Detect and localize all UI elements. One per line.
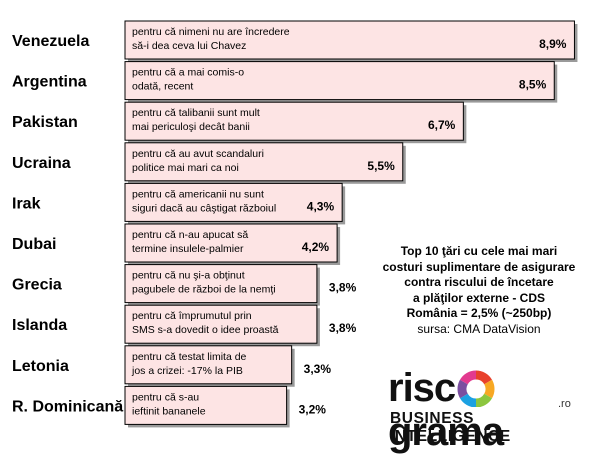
riscograma-logo: riscgrama .ro BUSINESS INTELLIGENCE xyxy=(388,366,588,454)
category-label: Irak xyxy=(12,195,41,212)
category-label: Pakistan xyxy=(12,114,78,131)
info-line-5: România = 2,5% (~250bp) xyxy=(406,306,552,320)
logo-ring-segment xyxy=(460,370,477,385)
value-label: 8,5% xyxy=(519,78,547,92)
bar-annotation-line: pentru că împrumutul prin xyxy=(132,310,252,322)
bar-annotation-line: termine insulele-palmier xyxy=(132,243,244,255)
value-label: 4,3% xyxy=(307,199,335,213)
bar xyxy=(124,182,343,222)
bar-annotation-line: pentru că nu şi-a obţinut xyxy=(132,270,245,282)
category-label: Dubai xyxy=(12,236,56,253)
category-label: Grecia xyxy=(12,277,62,294)
bar-annotation-line: odată, recent xyxy=(132,81,193,93)
category-label: Argentina xyxy=(12,74,87,91)
category-label: Venezuela xyxy=(12,33,89,50)
value-label: 3,8% xyxy=(329,321,357,335)
bar-annotation-line: pentru că s-au xyxy=(132,391,199,403)
logo-word-part-1: risc xyxy=(388,366,456,410)
bar-annotation-line: pentru că nimeni nu are încredere xyxy=(132,26,290,38)
logo-ring-segment xyxy=(457,379,469,399)
info-line-1: Top 10 ţări cu cele mai mari xyxy=(400,244,558,258)
bar xyxy=(124,345,293,385)
bar-annotation-line: pentru că a mai comis-o xyxy=(132,67,244,79)
value-label: 3,2% xyxy=(299,402,327,416)
info-line-3: contra riscului de încetare xyxy=(404,275,554,289)
bar xyxy=(124,20,575,60)
bar-annotation-line: pentru că talibanii sunt mult xyxy=(132,107,260,119)
bar-annotation-line: pentru că n-au apucat să xyxy=(132,229,248,241)
logo-wordmark: riscgrama xyxy=(388,366,588,454)
category-label: Islanda xyxy=(12,317,67,334)
bar-annotation-line: să-i dea ceva lui Chavez xyxy=(132,40,246,52)
logo-domain-suffix: .ro xyxy=(558,398,571,410)
category-label: R. Dominicană xyxy=(12,398,123,415)
bar-annotation-line: pentru că au avut scandaluri xyxy=(132,148,264,160)
value-label: 3,8% xyxy=(329,281,357,295)
bar-annotation-line: pentru că americanii nu sunt xyxy=(132,188,264,200)
bar-annotation-line: siguri dacă au câştigat războiul xyxy=(132,202,276,214)
bar-annotation-line: pagubele de război de la nemţi xyxy=(132,284,276,296)
bar xyxy=(124,385,288,425)
bar xyxy=(124,142,404,182)
info-line-2: costuri suplimentare de asigurare xyxy=(382,259,576,274)
logo-word-part-2: grama xyxy=(388,410,504,454)
logo-ring-segment xyxy=(460,393,477,408)
logo-ring-segment xyxy=(484,379,495,399)
logo-ring-segment xyxy=(475,393,493,408)
bar xyxy=(124,101,464,141)
category-label: Letonia xyxy=(12,358,69,375)
chart-info-box: Top 10 ţări cu cele mai mari costuri sup… xyxy=(376,244,582,337)
category-label: Ucraina xyxy=(12,155,71,172)
value-label: 4,2% xyxy=(302,240,330,254)
logo-ring-segment xyxy=(475,370,493,385)
bar-annotation-line: ieftinit bananele xyxy=(132,405,206,417)
bar xyxy=(124,61,555,101)
bar-annotation-line: jos a crizei: -17% la PIB xyxy=(131,365,243,377)
bar-annotation-line: politice mai mari ca noi xyxy=(132,162,239,174)
bar-annotation-line: mai periculoşi decât banii xyxy=(132,121,250,133)
value-label: 3,3% xyxy=(304,362,332,376)
bar-annotation-line: pentru că testat limita de xyxy=(132,351,247,363)
bar xyxy=(124,304,318,344)
logo-tagline: BUSINESS INTELLIGENCE xyxy=(390,410,511,445)
logo-ring-icon xyxy=(457,370,495,408)
bar xyxy=(124,223,338,263)
info-line-4: a plăţilor externe - CDS xyxy=(412,290,546,305)
value-label: 5,5% xyxy=(367,159,395,173)
bar-annotation-line: SMS s-a dovedit o idee proastă xyxy=(132,324,279,336)
value-label: 6,7% xyxy=(428,118,456,132)
value-label: 8,9% xyxy=(539,37,567,51)
info-source: sursa: CMA DataVision xyxy=(417,321,541,336)
bar xyxy=(124,264,318,304)
